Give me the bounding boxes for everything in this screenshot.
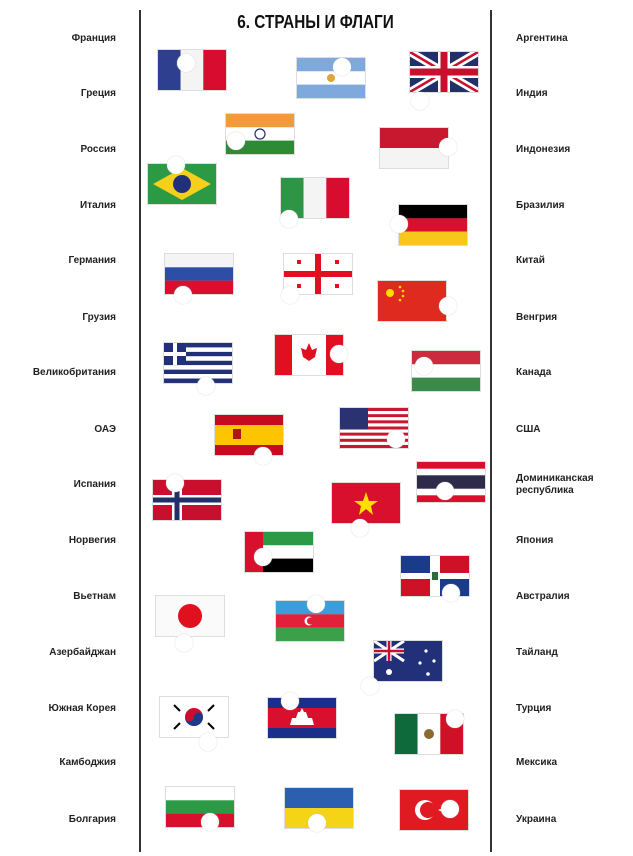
azerbaijan-flag-icon[interactable] <box>276 595 344 641</box>
country-label-left: Южная Корея <box>48 703 116 714</box>
greece-flag-icon[interactable] <box>164 343 232 395</box>
uae-flag-icon[interactable] <box>245 532 313 572</box>
country-label-left: Вьетнам <box>73 591 116 602</box>
italy-flag-icon[interactable] <box>280 178 349 228</box>
country-label-left: Италия <box>80 200 116 211</box>
country-label-left: Азербайджан <box>49 647 116 658</box>
puzzle-notch <box>175 634 193 652</box>
country-label-left: Германия <box>68 255 116 266</box>
norway-flag-icon[interactable] <box>153 474 221 520</box>
country-label-right: Доминиканская республика <box>516 473 594 496</box>
argentina-flag-icon[interactable] <box>297 58 365 98</box>
puzzle-notch <box>201 813 219 831</box>
puzzle-notch <box>439 297 457 315</box>
france-flag-icon[interactable] <box>158 50 226 90</box>
japan-flag-icon[interactable] <box>156 596 224 652</box>
mexico-flag-icon[interactable] <box>395 710 464 754</box>
vietnam-flag-icon[interactable] <box>332 483 400 537</box>
ukraine-flag-icon[interactable] <box>285 788 353 832</box>
puzzle-notch <box>281 692 299 710</box>
bulgaria-flag-icon[interactable] <box>166 787 234 831</box>
uk-flag-icon[interactable] <box>410 52 478 110</box>
puzzle-notch <box>442 584 460 602</box>
dominican-republic-flag-icon[interactable] <box>401 556 469 602</box>
germany-flag-icon[interactable] <box>390 205 467 245</box>
country-label-right: Индия <box>516 88 548 99</box>
country-label-right: Япония <box>516 535 554 546</box>
puzzle-notch <box>411 92 429 110</box>
puzzle-notch <box>281 286 299 304</box>
country-label-right: Канада <box>516 367 552 378</box>
puzzle-notch <box>254 447 272 465</box>
country-label-left: ОАЭ <box>94 424 116 435</box>
puzzle-notch <box>333 58 351 76</box>
puzzle-notch <box>446 710 464 728</box>
puzzle-notch <box>307 595 325 613</box>
country-label-left: Грузия <box>82 312 116 323</box>
puzzle-notch <box>177 54 195 72</box>
country-label-left: Камбоджия <box>59 757 116 768</box>
country-label-right: Аргентина <box>516 33 568 44</box>
canada-flag-icon[interactable] <box>275 335 348 375</box>
puzzle-notch <box>387 430 405 448</box>
puzzle-notch <box>415 357 433 375</box>
country-label-right: Китай <box>516 255 545 266</box>
country-label-left: Норвегия <box>68 535 116 546</box>
puzzle-notch <box>330 345 348 363</box>
india-flag-icon[interactable] <box>226 114 294 154</box>
puzzle-notch <box>441 800 459 818</box>
spain-flag-icon[interactable] <box>215 415 283 465</box>
hungary-flag-icon[interactable] <box>412 351 480 391</box>
country-label-right: Турция <box>516 703 552 714</box>
puzzle-notch <box>280 210 298 228</box>
country-label-right: США <box>516 424 541 435</box>
country-label-left: Франция <box>71 33 116 44</box>
south-korea-flag-icon[interactable] <box>160 697 228 751</box>
georgia-flag-icon[interactable] <box>281 254 352 304</box>
puzzle-notch <box>390 215 408 233</box>
australia-flag-icon[interactable] <box>361 641 442 695</box>
page-title: 6. СТРАНЫ И ФЛАГИ <box>237 12 394 32</box>
country-label-left: Великобритания <box>32 367 116 378</box>
puzzle-notch <box>361 677 379 695</box>
turkey-flag-icon[interactable] <box>400 790 468 830</box>
country-label-right: Венгрия <box>516 312 558 323</box>
country-label-left: Греция <box>80 88 116 99</box>
country-label-left: Испания <box>73 479 116 490</box>
china-flag-icon[interactable] <box>378 281 457 321</box>
brazil-flag-icon[interactable] <box>148 156 216 204</box>
right-divider <box>490 10 492 852</box>
puzzle-notch <box>227 132 245 150</box>
puzzle-notch <box>254 548 272 566</box>
thailand-flag-icon[interactable] <box>417 462 485 502</box>
indonesia-flag-icon[interactable] <box>380 128 457 168</box>
puzzle-notch <box>199 733 217 751</box>
puzzle-notch <box>308 814 326 832</box>
left-divider <box>139 10 141 852</box>
country-label-right: Тайланд <box>516 647 558 658</box>
country-label-left: Болгария <box>68 814 116 825</box>
puzzle-notch <box>166 474 184 492</box>
country-label-right: Украина <box>516 814 557 825</box>
puzzle-notch <box>436 482 454 500</box>
russia-flag-icon[interactable] <box>165 254 233 304</box>
country-label-right: Бразилия <box>516 200 565 211</box>
puzzle-notch <box>439 138 457 156</box>
usa-flag-icon[interactable] <box>340 408 408 448</box>
puzzle-notch <box>351 519 369 537</box>
country-label-left: Россия <box>80 144 116 155</box>
country-label-right: Австралия <box>516 591 570 602</box>
cambodia-flag-icon[interactable] <box>268 692 336 738</box>
puzzle-notch <box>167 156 185 174</box>
puzzle-notch <box>197 377 215 395</box>
country-label-right: Мексика <box>516 757 558 768</box>
country-label-right: Индонезия <box>516 144 571 155</box>
puzzle-notch <box>174 286 192 304</box>
